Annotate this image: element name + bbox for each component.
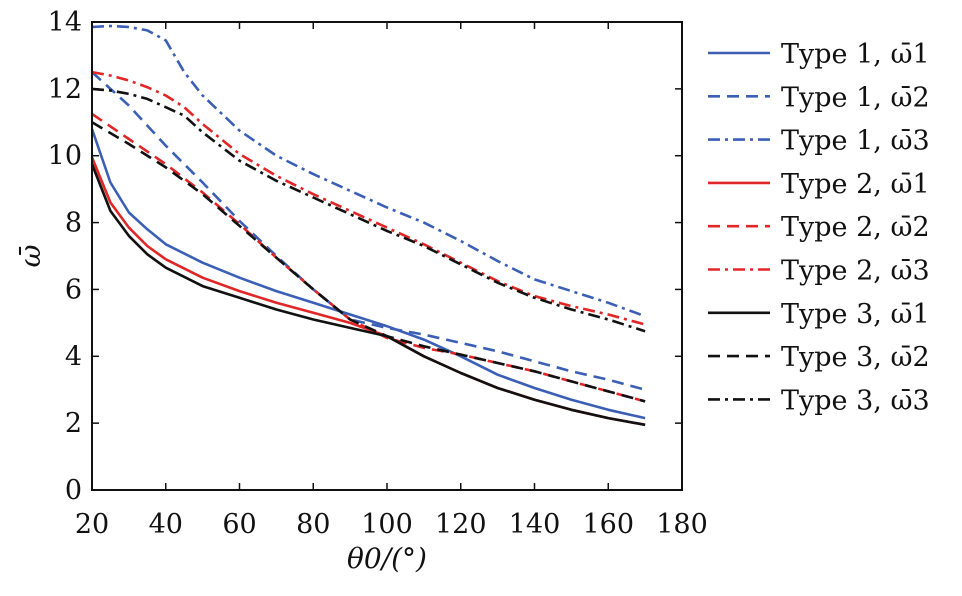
y-tick-label: 12 [48, 74, 82, 105]
plot-frame [91, 21, 683, 491]
legend-label-1: Type 1, ω̄1 [781, 39, 930, 70]
y-tick-label: 0 [65, 475, 82, 506]
legend-label-3: Type 1, ω̄3 [781, 126, 930, 157]
x-tick-label: 100 [361, 509, 413, 540]
series-line-1 [90, 128, 646, 420]
y-axis-ticks: 0 2 4 6 8 10 12 14 [48, 7, 682, 506]
y-axis-label: ω̄ [14, 244, 47, 267]
x-tick-label: 80 [296, 509, 330, 540]
y-tick-label: 4 [65, 341, 82, 372]
y-tick-label: 10 [48, 141, 82, 172]
series-line-7 [90, 163, 646, 427]
y-tick-label: 8 [65, 208, 82, 239]
x-tick-label: 120 [435, 509, 487, 540]
x-tick-label: 60 [222, 509, 256, 540]
series-line-3 [91, 24, 646, 318]
legend-label-8: Type 3, ω̄2 [781, 342, 930, 373]
x-axis-ticks: 20 40 60 80 100 120 140 160 180 [75, 22, 708, 540]
legend-label-5: Type 2, ω̄2 [781, 212, 930, 243]
series-line-5 [91, 112, 646, 403]
x-tick-label: 20 [75, 509, 109, 540]
series-line-4 [90, 156, 646, 427]
legend-label-6: Type 2, ω̄3 [781, 256, 930, 287]
legend-label-9: Type 3, ω̄3 [781, 385, 930, 416]
legend-label-2: Type 1, ω̄2 [781, 82, 930, 113]
series-line-9 [91, 87, 646, 333]
series-line-2 [91, 71, 646, 391]
y-tick-label: 14 [48, 7, 82, 38]
y-tick-label: 2 [65, 408, 82, 439]
x-axis-label: θ0/(°) [347, 542, 427, 575]
x-tick-label: 160 [582, 509, 634, 540]
legend-label-4: Type 2, ω̄1 [781, 169, 930, 200]
x-tick-label: 140 [509, 509, 561, 540]
legend: Type 1, ω̄1 Type 1, ω̄2 Type 1, ω̄3 Type 2,… [708, 39, 930, 416]
legend-label-7: Type 3, ω̄1 [781, 299, 930, 330]
y-tick-label: 6 [65, 274, 82, 305]
plot-lines [90, 24, 646, 427]
series-line-6 [91, 70, 646, 326]
x-tick-label: 180 [656, 509, 708, 540]
series-line-8 [91, 121, 646, 403]
x-tick-label: 40 [149, 509, 183, 540]
